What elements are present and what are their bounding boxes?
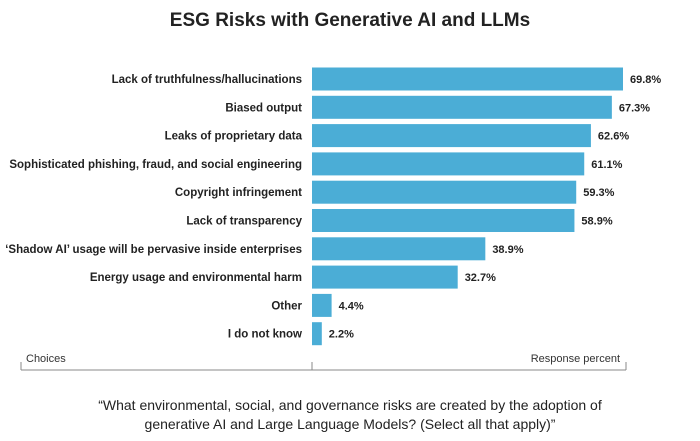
bar [312, 152, 585, 176]
bar-chart: Lack of truthfulness/hallucinations 69.8%… [5, 67, 661, 371]
bar [312, 124, 591, 148]
data-label: 61.1% [591, 159, 622, 171]
bar [312, 265, 458, 289]
category-label: Lack of truthfulness/hallucinations [112, 74, 302, 86]
category-label: Sophisticated phishing, fraud, and socia… [9, 159, 302, 171]
category-label: Energy usage and environmental harm [90, 272, 302, 284]
bar [312, 322, 322, 346]
bar [312, 95, 612, 119]
data-label: 58.9% [581, 216, 612, 228]
bar [312, 293, 332, 317]
x-axis-label-left: Choices [26, 353, 66, 365]
chart-caption: “What environmental, social, and governa… [0, 396, 700, 434]
bar [312, 67, 623, 91]
data-label: 4.4% [339, 300, 364, 312]
category-label: I do not know [228, 329, 302, 341]
data-label: 32.7% [465, 272, 496, 284]
data-label: 67.3% [619, 102, 650, 114]
data-label: 62.6% [598, 131, 629, 143]
data-label: 59.3% [583, 187, 614, 199]
data-label: 69.8% [630, 74, 661, 86]
bar [312, 180, 577, 204]
bar [312, 209, 575, 232]
category-label: ‘Shadow AI’ usage will be pervasive insi… [5, 244, 302, 256]
data-label: 2.2% [329, 329, 354, 341]
category-label: Biased output [225, 102, 302, 114]
x-axis-label-right: Response percent [531, 353, 620, 365]
category-label: Leaks of proprietary data [165, 131, 303, 143]
bar [312, 237, 486, 261]
category-label: Other [271, 300, 302, 312]
bars-group: Lack of truthfulness/hallucinations 69.8%… [5, 67, 661, 346]
chart-title: ESG Risks with Generative AI and LLMs [169, 10, 531, 31]
category-label: Copyright infringement [175, 187, 302, 199]
caption-line-2: generative AI and Large Language Models?… [144, 416, 556, 432]
category-label: Lack of transparency [186, 216, 302, 228]
data-label: 38.9% [492, 244, 523, 256]
caption-line-1: “What environmental, social, and governa… [98, 397, 602, 413]
